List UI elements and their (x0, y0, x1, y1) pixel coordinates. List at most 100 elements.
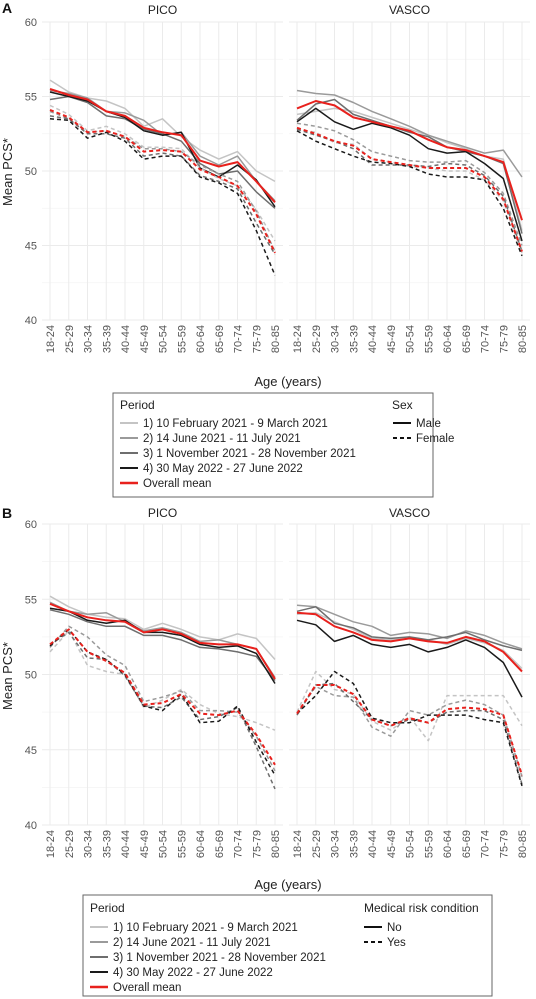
legend-frame-a (112, 392, 434, 498)
x-tick-label-a-vasco-75-79: 75-79 (498, 325, 510, 353)
x-tick-label-b-vasco-45-49: 45-49 (386, 830, 398, 858)
x-tick-label-a-pico-55-59: 55-59 (176, 325, 188, 353)
legend-period-title-a: Period (120, 398, 155, 412)
legend-entry-a-p1: 1) 10 February 2021 - 9 March 2021 (143, 418, 328, 430)
x-tick-label-b-vasco-25-29: 25-29 (311, 830, 323, 858)
plot-areas: PICO 40 45 50 55 60 18-24 25-29 30-34 35-39 40-44 4… (25, 3, 530, 858)
x-tick-label-b-vasco-50-54: 50-54 (405, 830, 417, 858)
y-axis-label-b: Mean PCS* (0, 642, 15, 710)
series-line-a-pico-female-3-1-november-2021-28-november-2021 (49, 115, 276, 255)
facet-title-b-vasco: VASCO (389, 506, 430, 520)
series-line-a-vasco-male-2-14-june-2021-11-july-2021 (296, 89, 523, 178)
legend-a: Period 1) 10 February 2021 - 9 March 202… (112, 392, 454, 498)
x-tick-label-a-pico-18-24: 18-24 (45, 325, 57, 353)
x-tick-label-b-vasco-18-24: 18-24 (292, 830, 304, 858)
legend-entry-a-male: Male (416, 418, 441, 430)
x-tick-label-a-vasco-70-74: 70-74 (480, 325, 492, 353)
series-line-b-pico-yes-4-30-may-2022-27-june-2022 (49, 628, 276, 776)
x-tick-label-a-vasco-25-29: 25-29 (311, 325, 323, 353)
series-line-a-vasco-female-4-30-may-2022-27-june-2022 (296, 130, 523, 257)
facet-b-pico: PICO 40 45 50 55 60 18-24 25-29 30-34 35-39 40-44 4… (25, 506, 283, 858)
legend-entry-b-no: No (387, 922, 402, 934)
x-tick-label-b-vasco-70-74: 70-74 (480, 830, 492, 858)
y-tick-label-b-pico-40: 40 (25, 820, 37, 832)
x-axis-label-b: Age (years) (254, 877, 321, 892)
x-tick-label-b-vasco-75-79: 75-79 (498, 830, 510, 858)
x-tick-label-a-pico-45-49: 45-49 (139, 325, 151, 353)
series-line-b-pico-yes-1-10-february-2021-9-march-2021 (49, 630, 276, 731)
x-tick-label-b-vasco-60-64: 60-64 (442, 830, 454, 858)
facet-title-a-pico: PICO (148, 3, 177, 17)
x-tick-label-a-pico-40-44: 40-44 (120, 325, 132, 353)
x-tick-label-a-vasco-80-85: 80-85 (517, 325, 529, 353)
x-tick-label-b-pico-45-49: 45-49 (139, 830, 151, 858)
x-tick-label-a-vasco-18-24: 18-24 (292, 325, 304, 353)
x-tick-label-b-pico-30-34: 30-34 (83, 830, 95, 858)
series-line-b-pico-no-4-30-may-2022-27-june-2022 (49, 607, 276, 684)
series-line-a-pico-female-4-30-may-2022-27-june-2022 (49, 118, 276, 276)
y-tick-label-a-pico-50: 50 (25, 166, 37, 178)
x-tick-label-a-pico-25-29: 25-29 (64, 325, 76, 353)
series-line-a-vasco-female-overall-mean (296, 126, 523, 252)
y-tick-label-a-pico-40: 40 (25, 315, 37, 327)
x-tick-label-b-pico-60-64: 60-64 (195, 830, 207, 858)
series-line-b-vasco-no-4-30-may-2022-27-june-2022 (296, 619, 523, 698)
series-line-b-vasco-no-overall-mean (296, 611, 523, 673)
x-tick-label-a-pico-80-85: 80-85 (270, 325, 282, 353)
legend-entry-a-p2: 2) 14 June 2021 - 11 July 2021 (143, 433, 301, 445)
legend-group-title-a: Sex (392, 398, 413, 412)
y-tick-label-a-pico-60: 60 (25, 17, 37, 29)
facet-a-pico: PICO 40 45 50 55 60 18-24 25-29 30-34 35-39 40-44 4… (25, 3, 283, 353)
x-axis-label-a: Age (years) (254, 374, 321, 389)
series-line-b-vasco-no-3-1-november-2021-28-november-2021 (296, 606, 523, 652)
series-line-a-vasco-male-overall-mean (296, 100, 523, 221)
series-line-a-pico-male-3-1-november-2021-28-november-2021 (49, 95, 276, 209)
y-tick-label-a-pico-45: 45 (25, 241, 37, 253)
legend-entry-b-overall: Overall mean (113, 982, 181, 994)
facet-title-b-pico: PICO (148, 506, 177, 520)
x-tick-label-b-pico-25-29: 25-29 (64, 830, 76, 858)
x-tick-label-b-pico-35-39: 35-39 (101, 830, 113, 858)
legend-entry-a-p3: 3) 1 November 2021 - 28 November 2021 (143, 448, 356, 460)
x-tick-label-b-pico-40-44: 40-44 (120, 830, 132, 858)
legend-entry-b-p4: 4) 30 May 2022 - 27 June 2022 (113, 967, 273, 979)
series-line-a-pico-female-1-10-february-2021-9-march-2021 (49, 104, 276, 242)
y-axis-label-a: Mean PCS* (0, 138, 15, 206)
legend-frame-b (82, 894, 493, 997)
x-tick-label-b-pico-50-54: 50-54 (158, 830, 170, 858)
x-tick-label-b-pico-55-59: 55-59 (176, 830, 188, 858)
x-tick-label-a-pico-30-34: 30-34 (83, 325, 95, 353)
legend-entry-b-p1: 1) 10 February 2021 - 9 March 2021 (113, 922, 298, 934)
legend-period-title-b: Period (90, 901, 125, 915)
series-line-b-vasco-no-2-14-june-2021-11-july-2021 (296, 604, 523, 650)
x-tick-label-a-pico-50-54: 50-54 (158, 325, 170, 353)
legend-entry-a-female: Female (416, 433, 454, 445)
x-tick-label-a-vasco-35-39: 35-39 (348, 325, 360, 353)
legend-entry-b-p3: 3) 1 November 2021 - 28 November 2021 (113, 952, 326, 964)
x-tick-label-b-vasco-55-59: 55-59 (423, 830, 435, 858)
x-tick-label-b-pico-80-85: 80-85 (270, 830, 282, 858)
series-line-a-pico-male-overall-mean (49, 88, 276, 203)
x-tick-label-b-vasco-65-69: 65-69 (461, 830, 473, 858)
x-tick-label-a-pico-60-64: 60-64 (195, 325, 207, 353)
y-tick-label-b-pico-55: 55 (25, 594, 37, 606)
x-tick-label-b-vasco-30-34: 30-34 (330, 830, 342, 858)
series-line-b-pico-no-overall-mean (49, 602, 276, 680)
x-tick-label-b-vasco-80-85: 80-85 (517, 830, 529, 858)
legend-entry-a-overall: Overall mean (143, 478, 211, 490)
y-tick-label-b-pico-60: 60 (25, 519, 37, 531)
x-tick-label-a-vasco-30-34: 30-34 (330, 325, 342, 353)
legend-entry-a-p4: 4) 30 May 2022 - 27 June 2022 (143, 463, 303, 475)
series-line-b-vasco-yes-2-14-june-2021-11-july-2021 (296, 685, 523, 778)
x-tick-label-a-pico-75-79: 75-79 (251, 325, 263, 353)
y-tick-label-a-pico-55: 55 (25, 92, 37, 104)
x-tick-label-a-vasco-50-54: 50-54 (405, 325, 417, 353)
series-line-b-vasco-yes-overall-mean (296, 684, 523, 776)
legend-entry-b-p2: 2) 14 June 2021 - 11 July 2021 (113, 937, 271, 949)
facet-title-a-vasco: VASCO (389, 3, 430, 17)
x-tick-label-b-pico-70-74: 70-74 (233, 830, 245, 858)
x-tick-label-a-vasco-60-64: 60-64 (442, 325, 454, 353)
x-tick-label-a-pico-70-74: 70-74 (233, 325, 245, 353)
legend-entry-b-yes: Yes (387, 937, 406, 949)
